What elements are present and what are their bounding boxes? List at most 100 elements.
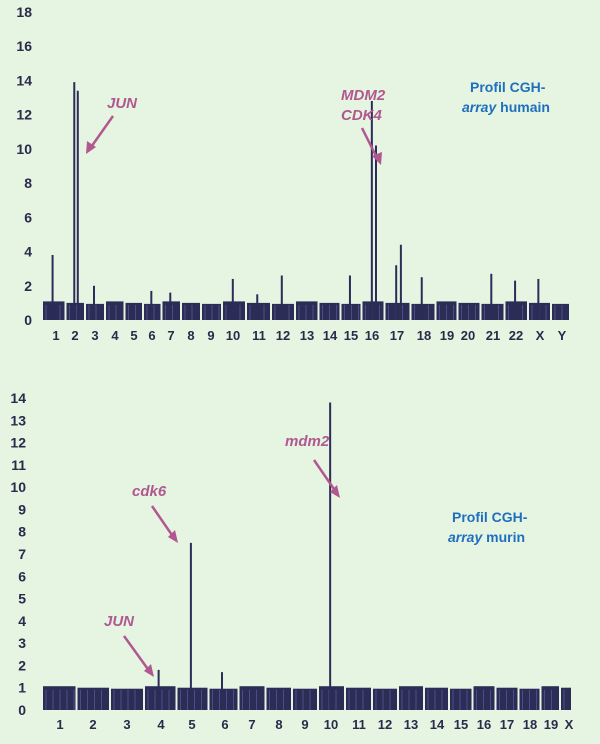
human-chromosome-label: 7 [167, 328, 174, 343]
murine-chromosome-label: 1 [56, 717, 63, 732]
human-y-axis: 0 2 4 6 8 10 12 14 16 18 [16, 4, 32, 328]
murine-chromosome-label: 11 [352, 717, 366, 732]
human-baseline-bar [182, 302, 200, 320]
annotation-jun-human-arrow [87, 115, 115, 151]
annotation-mdm2-human-arrowhead [372, 152, 382, 165]
human-chromosome-label: 6 [148, 328, 155, 343]
human-baseline-bar [106, 301, 124, 320]
murine-baseline-bar [177, 687, 208, 710]
human-baseline-bar [505, 301, 527, 320]
human-chromosome-label: 17 [390, 328, 404, 343]
annotation-jun-murine: JUN [104, 613, 135, 630]
murine-y-tick-label: 4 [18, 613, 26, 629]
murine-chromosome-label: 10 [324, 717, 338, 732]
annotation-jun-human: JUN [107, 95, 138, 112]
murine-chromosome-label: 19 [544, 717, 558, 732]
murine-chromosome-label: 9 [301, 717, 308, 732]
human-chromosome-label: 15 [344, 328, 358, 343]
murine-y-tick-label: 5 [18, 591, 26, 607]
human-baseline-bar [43, 301, 65, 320]
human-chromosome-label: 18 [417, 328, 431, 343]
murine-y-tick-label: 7 [18, 546, 26, 562]
murine-chromosome-label: 17 [500, 717, 514, 732]
murine-y-tick-label: 8 [18, 524, 26, 540]
murine-y-tick-label: 3 [18, 635, 26, 651]
murine-baseline-bar [399, 686, 423, 710]
murine-baseline-bar [450, 688, 472, 710]
murine-title-rest: murin [482, 529, 525, 545]
murine-y-tick-label: 11 [11, 457, 26, 473]
human-chromosome-label: 12 [276, 328, 290, 343]
annotation-mdm2-murine-arrowhead [330, 485, 340, 498]
murine-y-tick-label: 1 [18, 680, 26, 696]
human-chromosome-label: 1 [52, 328, 59, 343]
human-chromosome-label: 19 [440, 328, 454, 343]
murine-chromosome-label: 15 [454, 717, 468, 732]
human-y-tick-label: 16 [16, 38, 32, 54]
murine-y-tick-label: 14 [10, 390, 26, 406]
human-chart-title-line2: array humain [462, 99, 550, 115]
murine-chromosome-label: 4 [157, 717, 165, 732]
murine-peaks [157, 402, 332, 710]
murine-baseline-bar [239, 686, 265, 710]
human-chromosome-label: 11 [252, 328, 266, 343]
murine-baseline-bar [373, 688, 397, 710]
human-baseline-bar [385, 302, 410, 320]
murine-baseline-bar [541, 686, 559, 710]
human-chromosome-label: 16 [365, 328, 379, 343]
human-y-tick-label: 8 [24, 175, 32, 191]
human-baseline-bar [125, 302, 142, 320]
murine-baseline-bar [145, 686, 176, 710]
annotation-cdk6-murine: cdk6 [132, 483, 167, 500]
human-chromosome-label: 8 [187, 328, 194, 343]
human-chromosome-label: 13 [300, 328, 314, 343]
human-y-tick-label: 14 [16, 72, 32, 88]
murine-chromosome-label: 5 [188, 717, 195, 732]
murine-chart-title-line2: array murin [448, 529, 525, 545]
human-y-tick-label: 12 [16, 107, 32, 123]
annotation-mdm2-human: MDM2 [341, 87, 386, 104]
human-bars [43, 301, 569, 320]
human-chart-title-line1: Profil CGH- [470, 79, 546, 95]
murine-x-axis: 1 2 3 4 5 6 7 8 9 10 11 12 13 14 15 16 17 18 19 X [56, 717, 573, 732]
annotation-cdk6-murine-arrow [150, 505, 176, 539]
annotation-jun-murine-arrow [122, 635, 152, 673]
human-baseline-bar [296, 301, 318, 320]
human-chromosome-label: 10 [226, 328, 240, 343]
murine-chromosome-label: 12 [378, 717, 392, 732]
human-y-tick-label: 0 [24, 312, 32, 328]
murine-baseline-bar [293, 688, 317, 710]
murine-title-italic: array [448, 529, 483, 545]
murine-chromosome-label: X [565, 717, 574, 732]
murine-y-tick-label: 13 [10, 412, 26, 428]
murine-bars [43, 686, 571, 710]
human-y-tick-label: 6 [24, 209, 32, 225]
human-y-tick-label: 18 [16, 4, 32, 20]
murine-chromosome-label: 18 [523, 717, 537, 732]
human-y-tick-label: 10 [16, 141, 32, 157]
murine-baseline-bar [319, 686, 344, 710]
human-chromosome-label: 4 [111, 328, 119, 343]
human-y-tick-label: 2 [24, 278, 32, 294]
murine-baseline-bar [346, 687, 371, 710]
human-x-axis: 1 2 3 4 5 6 7 8 9 10 11 12 13 14 15 16 17 18 19 20 21 22 X Y [52, 328, 566, 343]
annotation-cdk4-human: CDK4 [341, 107, 382, 124]
human-chromosome-label: 20 [461, 328, 475, 343]
murine-baseline-bar [561, 687, 571, 710]
murine-y-tick-label: 6 [18, 568, 26, 584]
annotation-mdm2-murine: mdm2 [285, 433, 330, 450]
murine-chromosome-label: 6 [221, 717, 228, 732]
murine-y-tick-label: 2 [18, 657, 26, 673]
human-baseline-bar [552, 303, 569, 320]
human-chromosome-label: Y [558, 328, 567, 343]
murine-baseline-bar [266, 687, 291, 710]
annotation-cdk6-murine-arrowhead [168, 530, 178, 543]
murine-baseline-bar [111, 688, 143, 710]
murine-baseline-bar [43, 686, 76, 710]
murine-y-tick-label: 12 [10, 435, 26, 451]
